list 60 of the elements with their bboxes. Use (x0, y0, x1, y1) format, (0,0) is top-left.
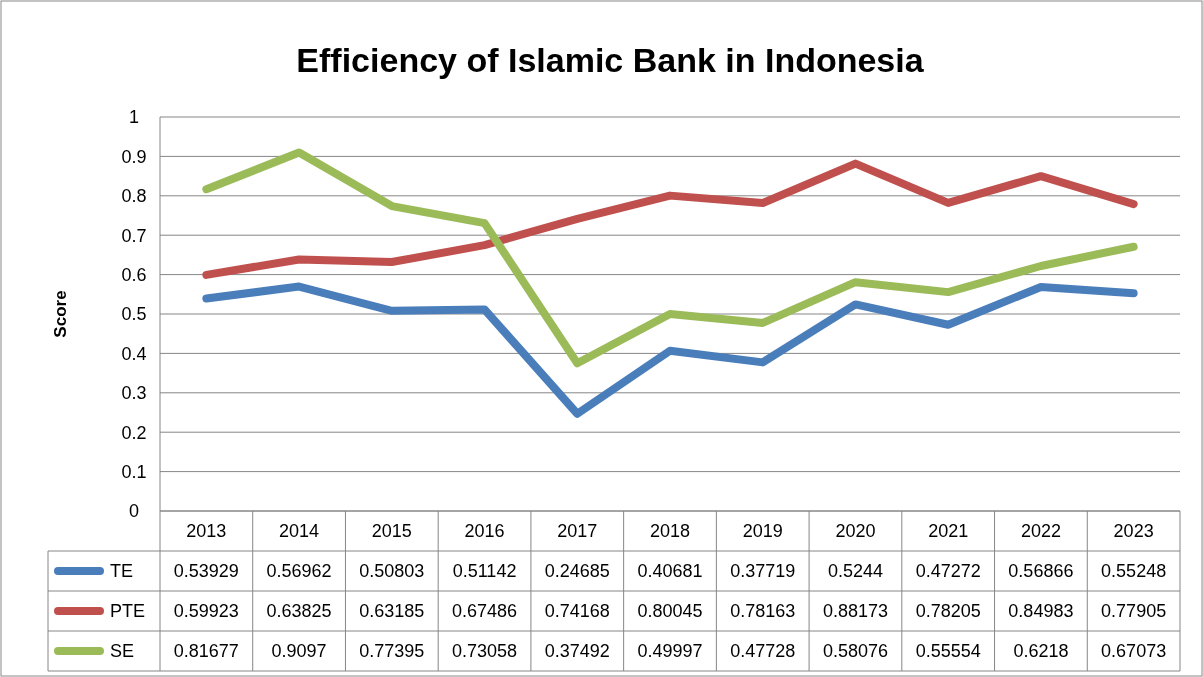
y-tick-label: 0.4 (121, 343, 147, 364)
x-tick-label: 2015 (371, 521, 412, 542)
data-label: 0.5244 (827, 561, 883, 582)
data-label: 0.53929 (173, 561, 239, 582)
data-label: 0.40681 (637, 561, 703, 582)
y-tick-label: 1 (128, 107, 140, 128)
data-label: 0.80045 (637, 601, 703, 622)
data-label: 0.74168 (544, 601, 610, 622)
data-label: 0.78205 (915, 601, 981, 622)
data-label: 0.59923 (173, 601, 239, 622)
data-label: 0.50803 (359, 561, 425, 582)
data-label: 0.56962 (266, 561, 332, 582)
data-label: 0.6218 (1013, 641, 1069, 662)
x-tick-label: 2019 (742, 521, 783, 542)
data-label: 0.24685 (544, 561, 610, 582)
data-label: 0.88173 (822, 601, 888, 622)
y-tick-label: 0 (128, 501, 140, 522)
data-label: 0.51142 (452, 561, 517, 582)
data-label: 0.77905 (1101, 601, 1167, 622)
x-tick-label: 2023 (1113, 521, 1154, 542)
y-tick-label: 0.1 (121, 461, 147, 482)
data-label: 0.55248 (1101, 561, 1167, 582)
data-label: 0.58076 (822, 641, 888, 662)
data-label: 0.84983 (1008, 601, 1074, 622)
data-label: 0.9097 (271, 641, 327, 662)
x-tick-label: 2022 (1020, 521, 1061, 542)
y-tick-label: 0.2 (121, 422, 147, 443)
data-label: 0.63825 (266, 601, 332, 622)
x-tick-label: 2013 (186, 521, 227, 542)
x-tick-label: 2017 (557, 521, 598, 542)
data-label: 0.56866 (1008, 561, 1074, 582)
y-tick-label: 0.9 (121, 146, 147, 167)
y-tick-label: 0.8 (121, 186, 147, 207)
x-tick-label: 2018 (649, 521, 691, 542)
y-tick-label: 0.7 (121, 225, 147, 246)
data-label: 0.47728 (730, 641, 796, 662)
legend-label: TE (110, 561, 134, 582)
data-label: 0.47272 (915, 561, 981, 582)
data-label: 0.49997 (637, 641, 703, 662)
data-label: 0.63185 (359, 601, 425, 622)
legend-label: SE (110, 641, 135, 662)
y-tick-label: 0.6 (121, 264, 147, 285)
data-label: 0.73058 (452, 641, 518, 662)
legend-label: PTE (110, 601, 146, 622)
data-label: 0.81677 (173, 641, 239, 662)
data-label: 0.55554 (915, 641, 981, 662)
data-label: 0.67073 (1101, 641, 1167, 662)
data-label: 0.67486 (452, 601, 518, 622)
x-tick-label: 2016 (464, 521, 505, 542)
x-tick-label: 2014 (279, 521, 320, 542)
y-tick-label: 0.3 (121, 383, 147, 404)
x-tick-label: 2020 (835, 521, 876, 542)
chart-title: Efficiency of Islamic Bank in Indonesia (296, 41, 925, 79)
y-axis-title: Score (51, 290, 70, 338)
x-tick-label: 2021 (928, 521, 969, 542)
data-label: 0.37492 (544, 641, 610, 662)
data-label: 0.78163 (730, 601, 796, 622)
data-label: 0.77395 (359, 641, 425, 662)
y-tick-label: 0.5 (121, 304, 147, 325)
data-label: 0.37719 (730, 561, 796, 582)
